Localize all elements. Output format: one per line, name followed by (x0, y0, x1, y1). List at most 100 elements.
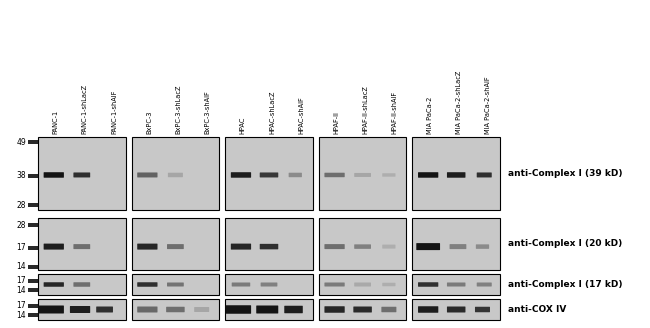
Bar (318, 218, 406, 270)
Text: PANC-1-shLacZ: PANC-1-shLacZ (82, 84, 88, 134)
FancyBboxPatch shape (44, 244, 64, 250)
FancyBboxPatch shape (324, 244, 345, 249)
Text: 17: 17 (16, 301, 26, 310)
FancyBboxPatch shape (260, 244, 278, 249)
FancyBboxPatch shape (324, 282, 345, 286)
Bar (412, 274, 500, 295)
Text: MIA PaCa-2-shAIF: MIA PaCa-2-shAIF (486, 76, 491, 134)
FancyBboxPatch shape (73, 173, 90, 177)
Bar (38, 218, 125, 270)
Text: HPAF-II: HPAF-II (333, 111, 339, 134)
FancyBboxPatch shape (354, 173, 371, 177)
FancyBboxPatch shape (167, 244, 184, 249)
FancyBboxPatch shape (418, 282, 438, 287)
Text: 28: 28 (16, 221, 26, 230)
FancyBboxPatch shape (231, 244, 251, 250)
FancyBboxPatch shape (166, 307, 185, 312)
Text: anti-COX IV: anti-COX IV (508, 305, 566, 314)
Text: 49: 49 (16, 138, 26, 147)
Text: 28: 28 (16, 201, 26, 210)
Text: HPAC-shAIF: HPAC-shAIF (298, 96, 304, 134)
FancyBboxPatch shape (137, 282, 157, 287)
Bar (38, 274, 125, 295)
FancyBboxPatch shape (354, 306, 372, 313)
FancyBboxPatch shape (260, 173, 278, 177)
Text: HPAC: HPAC (240, 116, 246, 134)
FancyBboxPatch shape (476, 244, 489, 249)
FancyBboxPatch shape (137, 244, 157, 250)
FancyBboxPatch shape (231, 282, 250, 286)
FancyBboxPatch shape (44, 282, 64, 287)
FancyBboxPatch shape (450, 244, 466, 249)
Text: 17: 17 (16, 277, 26, 285)
Bar (131, 274, 219, 295)
Bar (131, 299, 219, 320)
Text: HPAF-II-shAIF: HPAF-II-shAIF (392, 91, 398, 134)
FancyBboxPatch shape (261, 282, 278, 286)
FancyBboxPatch shape (73, 282, 90, 287)
FancyBboxPatch shape (38, 305, 64, 314)
FancyBboxPatch shape (284, 306, 303, 313)
Bar (38, 299, 125, 320)
Text: 14: 14 (16, 262, 26, 271)
Bar (131, 218, 219, 270)
FancyBboxPatch shape (382, 307, 396, 312)
Text: PANC-1: PANC-1 (53, 110, 58, 134)
FancyBboxPatch shape (382, 245, 395, 249)
FancyBboxPatch shape (324, 306, 345, 313)
FancyBboxPatch shape (194, 307, 209, 312)
FancyBboxPatch shape (418, 306, 438, 313)
FancyBboxPatch shape (137, 173, 157, 177)
Bar (225, 299, 313, 320)
FancyBboxPatch shape (324, 173, 345, 177)
FancyBboxPatch shape (96, 306, 113, 313)
FancyBboxPatch shape (476, 173, 492, 177)
FancyBboxPatch shape (475, 307, 490, 312)
Bar (225, 137, 313, 210)
Text: HPAF-II-shLacZ: HPAF-II-shLacZ (363, 85, 369, 134)
FancyBboxPatch shape (44, 172, 64, 178)
Bar (318, 274, 406, 295)
FancyBboxPatch shape (256, 305, 278, 314)
FancyBboxPatch shape (289, 173, 302, 177)
Text: 17: 17 (16, 243, 26, 252)
FancyBboxPatch shape (416, 243, 440, 250)
Bar (412, 137, 500, 210)
FancyBboxPatch shape (73, 244, 90, 249)
FancyBboxPatch shape (70, 306, 90, 313)
Text: anti-Complex I (39 kD): anti-Complex I (39 kD) (508, 169, 623, 178)
FancyBboxPatch shape (382, 173, 395, 177)
FancyBboxPatch shape (168, 173, 183, 177)
Bar (38, 137, 125, 210)
FancyBboxPatch shape (226, 305, 251, 314)
FancyBboxPatch shape (167, 282, 184, 286)
FancyBboxPatch shape (447, 306, 465, 313)
Text: BxPC-3-shAIF: BxPC-3-shAIF (205, 90, 211, 134)
Bar (225, 274, 313, 295)
FancyBboxPatch shape (476, 282, 492, 286)
FancyBboxPatch shape (447, 172, 465, 178)
FancyBboxPatch shape (231, 172, 251, 178)
Text: MIA PaCa-2: MIA PaCa-2 (427, 97, 433, 134)
Text: anti-Complex I (20 kD): anti-Complex I (20 kD) (508, 239, 622, 249)
Text: BxPC-3: BxPC-3 (146, 111, 152, 134)
Bar (318, 137, 406, 210)
FancyBboxPatch shape (447, 282, 465, 286)
Text: PANC-1-shAIF: PANC-1-shAIF (111, 90, 117, 134)
FancyBboxPatch shape (418, 172, 438, 178)
FancyBboxPatch shape (354, 244, 371, 249)
Bar (225, 218, 313, 270)
Bar (412, 299, 500, 320)
FancyBboxPatch shape (382, 283, 395, 286)
Text: 14: 14 (16, 286, 26, 295)
Text: HPAC-shLacZ: HPAC-shLacZ (269, 91, 275, 134)
Text: 14: 14 (16, 311, 26, 319)
Bar (318, 299, 406, 320)
Text: BxPC-3-shLacZ: BxPC-3-shLacZ (176, 85, 181, 134)
Bar (131, 137, 219, 210)
FancyBboxPatch shape (354, 282, 371, 286)
Text: anti-Complex I (17 kD): anti-Complex I (17 kD) (508, 280, 623, 289)
FancyBboxPatch shape (137, 306, 157, 313)
Text: MIA PaCa-2-shLacZ: MIA PaCa-2-shLacZ (456, 71, 462, 134)
Text: 38: 38 (16, 172, 26, 180)
